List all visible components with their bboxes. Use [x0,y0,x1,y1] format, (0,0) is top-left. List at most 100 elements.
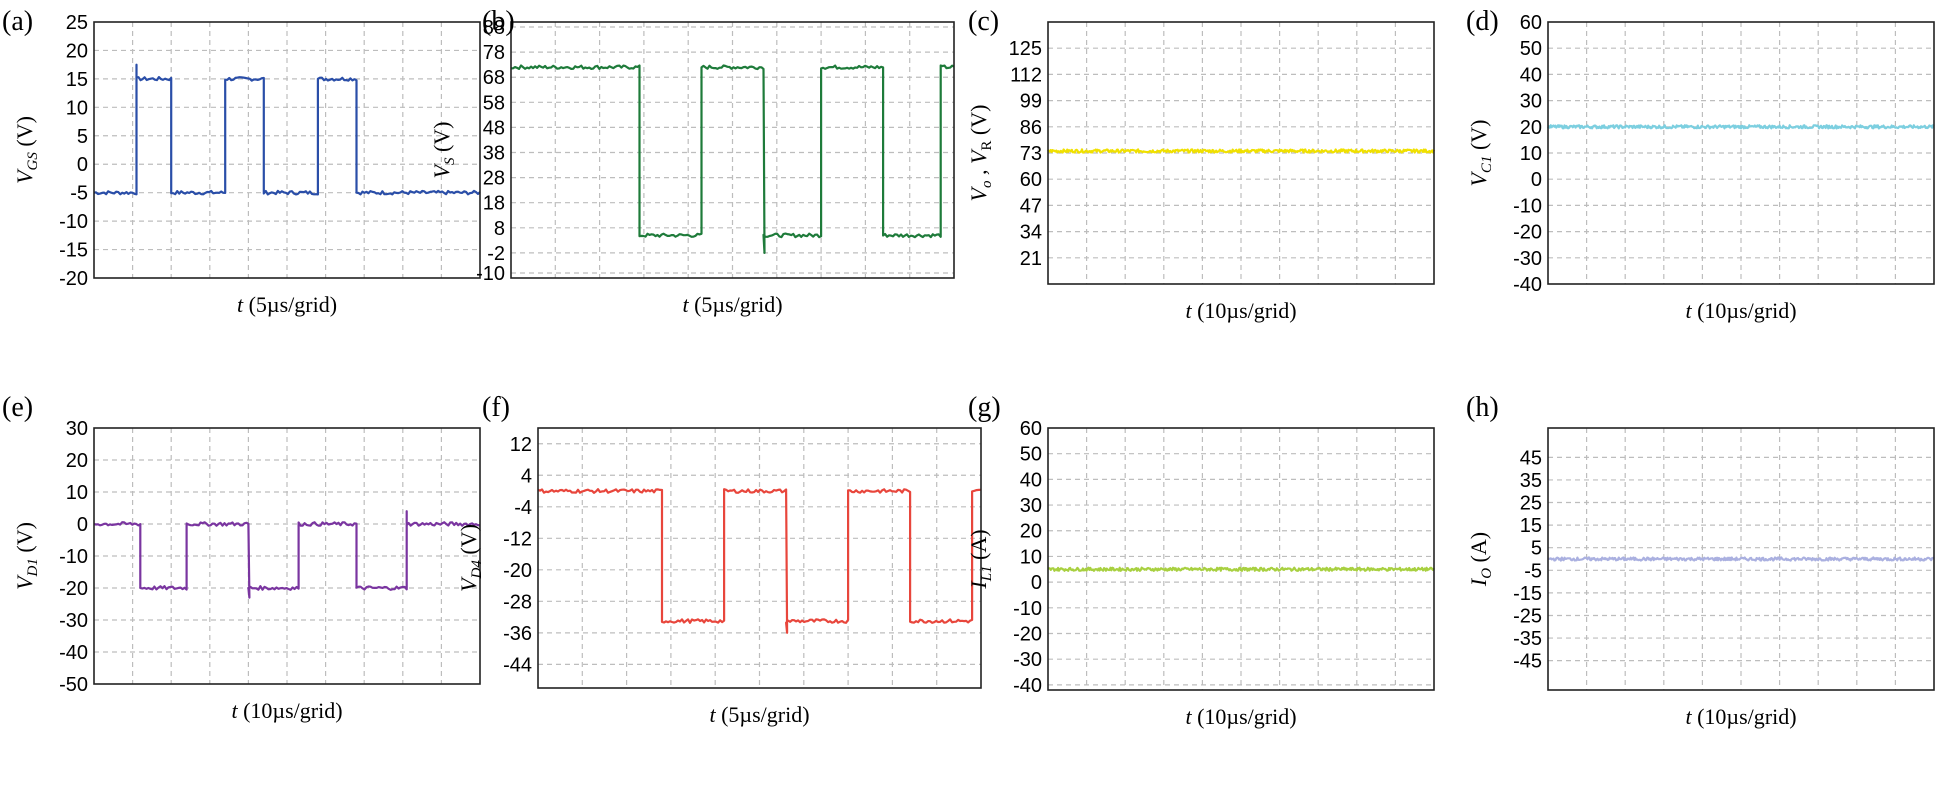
x-axis-unit: (5µs/grid) [243,292,337,317]
panel-label: (f) [482,392,510,423]
y-axis-subscript: C1 [1479,156,1495,174]
y-tick-label: -10 [1013,598,1042,620]
y-axis-label: IO (A) [1466,532,1495,587]
trace-a [93,63,481,196]
x-axis-label: t (5µs/grid) [682,292,782,317]
y-axis-symbol-2: , V [966,148,991,181]
y-tick-label: -20 [503,560,532,582]
y-tick-label: 47 [1020,195,1042,217]
x-axis-unit: (10µs/grid) [1192,298,1297,323]
y-tick-label: 0 [77,154,88,176]
y-tick-label: -40 [1013,675,1042,697]
y-tick-label: 35 [1520,470,1542,492]
panel-g: 60 50 40 30 20 10 0 -10 -20 -30 -40 (g) t (10µs/grid… [966,392,1435,729]
y-tick-label: 10 [66,482,88,504]
y-tick-label: 18 [483,193,505,215]
y-axis-unit: (A) [966,529,991,565]
y-axis-subscript: D4 [469,560,485,580]
y-tick-label: 50 [1020,444,1042,466]
y-tick-label: -40 [59,642,88,664]
y-tick-label: 30 [1020,495,1042,517]
y-tick-label: -35 [1513,628,1542,650]
y-tick-label: 38 [483,143,505,165]
y-axis-unit: (V) [966,105,991,141]
panel-d: 60 50 40 30 20 10 0 -10 -20 -30 -40 (d) t (10µs/grid… [1466,6,1935,323]
y-tick-label: -40 [1513,274,1542,296]
plot-frame [1547,21,1935,285]
y-tick-label: -12 [503,528,532,550]
y-tick-label: 34 [1020,222,1042,244]
x-axis-variable: t [682,292,689,317]
x-axis-unit: (10µs/grid) [238,698,343,723]
y-tick-label: 60 [1520,12,1542,34]
panel-f: 12 4 -4 -12 -20 -28 -36 -44 (f) t (5µs/grid) VD4 (… [456,392,982,727]
y-tick-label: 73 [1020,143,1042,165]
x-axis-variable: t [231,698,238,723]
x-axis-label: t (10µs/grid) [1685,298,1796,323]
y-tick-label: 45 [1520,447,1542,469]
y-axis-label: VD1 (V) [12,522,41,590]
y-axis-symbol: V [1466,171,1491,187]
y-tick-label: -5 [70,183,88,205]
y-axis-symbol: I [966,580,991,590]
y-axis-subscript: GS [25,152,41,171]
y-axis-subscript: D1 [25,558,41,577]
y-axis-subscript-2: R [979,141,995,151]
y-tick-label: 10 [1020,546,1042,568]
panel-label: (c) [968,6,999,37]
panel-label: (h) [1466,392,1499,423]
y-tick-label: 10 [66,97,88,119]
y-tick-label: -36 [503,623,532,645]
y-tick-label: 99 [1020,91,1042,113]
y-tick-label: -50 [59,674,88,696]
y-axis-symbol: V [456,576,481,592]
y-axis-symbol: V [12,168,37,184]
y-axis-subscript: o [979,180,995,188]
y-tick-label: 68 [483,67,505,89]
panel-label: (b) [482,6,515,37]
y-axis-subscript: S [442,157,458,165]
y-tick-label: 60 [1020,169,1042,191]
y-tick-label: -10 [476,263,505,285]
y-tick-label: 40 [1020,469,1042,491]
y-axis-label: VD4 (V) [456,524,485,592]
x-axis-variable: t [237,292,244,317]
plot-frame [1547,427,1935,691]
trace-d [1547,124,1935,130]
y-tick-label: 5 [77,126,88,148]
x-axis-unit: (10µs/grid) [1692,704,1797,729]
y-tick-label: -44 [503,654,532,676]
y-axis-symbol: V [966,185,991,201]
y-axis-unit: (V) [1466,119,1491,155]
x-axis-label: t (5µs/grid) [709,702,809,727]
trace-b [510,64,955,254]
y-tick-label: -30 [1513,248,1542,270]
y-axis-unit: (V) [456,524,481,560]
panel-label: (d) [1466,6,1499,37]
y-tick-label: -45 [1513,651,1542,673]
y-tick-label: 0 [77,514,88,536]
y-tick-label: -28 [503,591,532,613]
y-axis-label: VC1 (V) [1466,119,1495,186]
y-tick-label: -10 [59,546,88,568]
y-tick-label: -10 [59,211,88,233]
y-axis-subscript: O [1479,568,1495,579]
plot-frame [510,21,955,279]
y-tick-label: 10 [1520,143,1542,165]
panel-c: 125 112 99 86 73 60 47 34 21 (c) t (10µs/grid) Vo ,… [966,6,1436,323]
x-axis-unit: (10µs/grid) [1692,298,1797,323]
y-tick-label: 25 [1520,493,1542,515]
y-axis-label: IL1 (A) [966,529,995,589]
panel-label: (g) [968,392,1001,423]
y-tick-label: -4 [514,497,532,519]
plot-frame [93,21,481,279]
y-tick-label: 0 [1531,169,1542,191]
panel-label: (a) [2,6,33,37]
y-axis-symbol: V [429,163,454,179]
y-tick-label: 20 [66,40,88,62]
y-tick-label: -30 [1013,649,1042,671]
y-tick-label: 20 [1520,117,1542,139]
